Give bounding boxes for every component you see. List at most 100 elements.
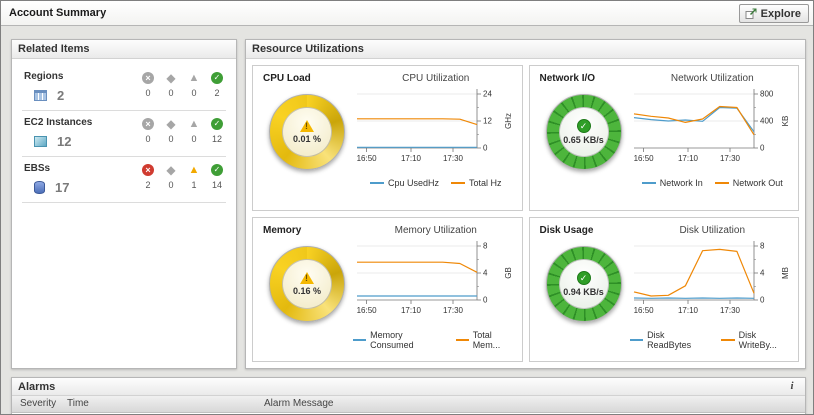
- series-line-swatch: [714, 182, 729, 184]
- fatal-status[interactable]: 0: [139, 118, 157, 149]
- ec2-instances-icon: [34, 136, 47, 147]
- status-summary: 0 0 0 12: [139, 117, 226, 149]
- related-item-regions: Regions 2 0 0: [22, 65, 226, 111]
- series-label: Memory Consumed: [370, 329, 414, 350]
- fatal-count: 2: [145, 180, 151, 190]
- network-utilization-chart: Network Utilization 0 400 800 KB 16:50 17:10 1…: [630, 70, 796, 188]
- svg-text:0: 0: [760, 295, 765, 304]
- series-label: Disk ReadBytes: [647, 329, 692, 350]
- svg-text:0: 0: [760, 144, 765, 153]
- metric-title: Memory: [263, 224, 302, 236]
- cpu-utilization-chart: CPU Utilization 0 12 24 GHz 16:50 17:10 17:30 …: [353, 70, 519, 188]
- series-line-swatch: [455, 338, 469, 341]
- normal-status-icon: [211, 118, 223, 130]
- series-label: Network Out: [732, 178, 783, 188]
- normal-status[interactable]: 2: [208, 72, 226, 103]
- utilization-line-chart[interactable]: 0 12 24 GHz 16:50 17:10 17:30: [353, 84, 519, 182]
- warning-count: 0: [191, 88, 197, 98]
- chart-legend: Memory Consumed Total Mem...: [353, 330, 519, 350]
- svg-text:0: 0: [483, 144, 488, 153]
- status-summary: 0 0 0 2: [139, 71, 226, 103]
- fatal-status[interactable]: 0: [139, 72, 157, 103]
- explore-icon: [745, 8, 757, 19]
- svg-text:4: 4: [483, 268, 488, 277]
- svg-text:17:30: 17:30: [443, 154, 464, 163]
- resource-utilizations-panel: Resource Utilizations CPU Load 0.01 % CP…: [245, 39, 806, 369]
- ebs-icon: [34, 181, 45, 194]
- gauge-face: 0.65 KB/s: [558, 107, 609, 157]
- series-label: Total Mem...: [472, 329, 501, 350]
- utilization-line-chart[interactable]: 0 4 8 MB 16:50 17:10 17:30: [630, 236, 796, 334]
- explore-button[interactable]: Explore: [738, 4, 809, 23]
- svg-text:16:50: 16:50: [357, 306, 378, 315]
- series-label: Network In: [659, 178, 703, 188]
- metric-title: CPU Load: [263, 73, 311, 84]
- fatal-status[interactable]: 2: [139, 164, 157, 195]
- related-item-count[interactable]: 2: [57, 88, 65, 103]
- metric-title: Network I/O: [539, 73, 596, 84]
- status-summary: 2 0 1 14: [139, 163, 226, 195]
- normal-status[interactable]: 14: [208, 164, 226, 195]
- svg-text:800: 800: [760, 90, 774, 99]
- svg-text:17:30: 17:30: [719, 154, 740, 163]
- warning-status[interactable]: 1: [185, 164, 203, 195]
- critical-count: 0: [168, 134, 174, 144]
- critical-status[interactable]: 0: [162, 164, 180, 195]
- alarms-titlebar: Alarms i: [12, 378, 805, 396]
- cpu-load-gauge[interactable]: 0.01 %: [269, 94, 345, 170]
- related-item-label: EBSs: [24, 163, 51, 174]
- series-line-swatch: [353, 338, 367, 341]
- warning-icon: [300, 120, 314, 132]
- chart-title: Network Utilization: [670, 73, 754, 84]
- chart-title: Memory Utilization: [394, 224, 477, 236]
- related-item-ec2-instances: EC2 Instances 12 0 0: [22, 111, 226, 157]
- disk-usage-gauge[interactable]: 0.94 KB/s: [545, 245, 622, 322]
- gauge-face: 0.01 %: [282, 107, 332, 157]
- alarms-table-header: Severity Time Alarm Message: [12, 396, 805, 413]
- alarms-title: Alarms: [18, 380, 56, 393]
- warning-status[interactable]: 0: [185, 118, 203, 149]
- series-line-swatch: [369, 182, 384, 184]
- metric-title: Disk Usage: [539, 224, 594, 236]
- network-io-panel: Network I/O 0.65 KB/s Network Utilizatio…: [528, 65, 799, 211]
- related-item-info: EC2 Instances 12: [22, 117, 92, 149]
- critical-status[interactable]: 0: [162, 118, 180, 149]
- normal-status[interactable]: 12: [208, 118, 226, 149]
- series-label: Cpu UsedHz: [387, 178, 439, 188]
- normal-count: 14: [211, 180, 222, 190]
- warning-status-icon: [189, 72, 200, 84]
- related-items-title-label: Related Items: [18, 43, 90, 55]
- memory-utilization-chart: Memory Utilization 0 4 8 GB 16:50 17:10 17:30 …: [353, 222, 519, 350]
- critical-status-icon: [166, 72, 175, 84]
- normal-status-icon: [211, 72, 223, 84]
- gauge-value: 0.01 %: [292, 134, 322, 144]
- chart-legend: Disk ReadBytes Disk WriteBy...: [629, 329, 796, 350]
- chart-title: Disk Utilization: [679, 224, 746, 236]
- svg-text:17:10: 17:10: [677, 306, 698, 315]
- normal-count: 12: [211, 134, 222, 144]
- warning-status[interactable]: 0: [185, 72, 203, 103]
- svg-text:17:30: 17:30: [443, 306, 464, 315]
- related-item-count[interactable]: 12: [57, 134, 72, 149]
- series-line-swatch: [451, 182, 465, 184]
- critical-status[interactable]: 0: [162, 72, 180, 103]
- memory-gauge[interactable]: 0.16 %: [269, 245, 345, 322]
- column-header-time[interactable]: Time: [67, 398, 89, 409]
- checkmark-icon: [576, 119, 591, 133]
- alarms-panel: Alarms i Severity Time Alarm Message: [11, 377, 806, 414]
- series-line-swatch: [629, 338, 644, 341]
- info-icon[interactable]: i: [790, 380, 794, 392]
- svg-text:17:30: 17:30: [719, 306, 740, 315]
- utilization-line-chart[interactable]: 0 4 8 GB 16:50 17:10 17:30: [353, 236, 519, 334]
- disk-utilization-chart: Disk Utilization 0 4 8 MB 16:50 17:10 17:30 Di…: [629, 222, 796, 350]
- svg-text:16:50: 16:50: [633, 154, 654, 163]
- column-header-severity[interactable]: Severity: [20, 398, 57, 409]
- svg-text:MB: MB: [781, 267, 790, 279]
- column-header-alarm-message[interactable]: Alarm Message: [264, 398, 334, 409]
- related-item-count[interactable]: 17: [55, 180, 70, 195]
- network-io-gauge[interactable]: 0.65 KB/s: [545, 94, 622, 170]
- cpu-load-panel: CPU Load 0.01 % CPU Utilization 0 12 24 GHz…: [252, 65, 523, 211]
- critical-status-icon: [166, 118, 175, 130]
- utilization-line-chart[interactable]: 0 400 800 KB 16:50 17:10 17:30: [630, 84, 796, 182]
- series-line-swatch: [721, 338, 735, 341]
